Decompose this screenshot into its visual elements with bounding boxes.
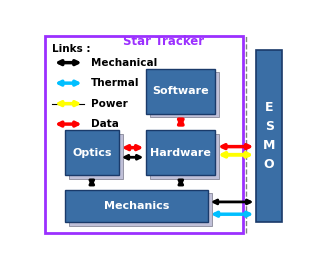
FancyBboxPatch shape xyxy=(150,72,219,117)
FancyBboxPatch shape xyxy=(64,190,208,222)
FancyBboxPatch shape xyxy=(64,130,119,175)
Text: Data: Data xyxy=(91,119,118,129)
FancyBboxPatch shape xyxy=(146,130,215,175)
Text: E
S
M
O: E S M O xyxy=(263,101,275,171)
FancyBboxPatch shape xyxy=(256,50,282,222)
FancyBboxPatch shape xyxy=(69,193,212,226)
Text: Hardware: Hardware xyxy=(150,148,211,158)
Text: Software: Software xyxy=(152,86,209,96)
Text: Power: Power xyxy=(91,99,127,109)
Text: Mechanics: Mechanics xyxy=(104,201,169,211)
Text: Links :: Links : xyxy=(52,44,91,54)
FancyBboxPatch shape xyxy=(69,134,123,178)
FancyBboxPatch shape xyxy=(150,134,219,178)
Text: Mechanical: Mechanical xyxy=(91,58,157,68)
Text: Thermal: Thermal xyxy=(91,78,139,88)
FancyBboxPatch shape xyxy=(146,69,215,114)
FancyBboxPatch shape xyxy=(45,36,243,233)
Text: Optics: Optics xyxy=(72,148,112,158)
Text: Star Tracker: Star Tracker xyxy=(123,35,204,48)
